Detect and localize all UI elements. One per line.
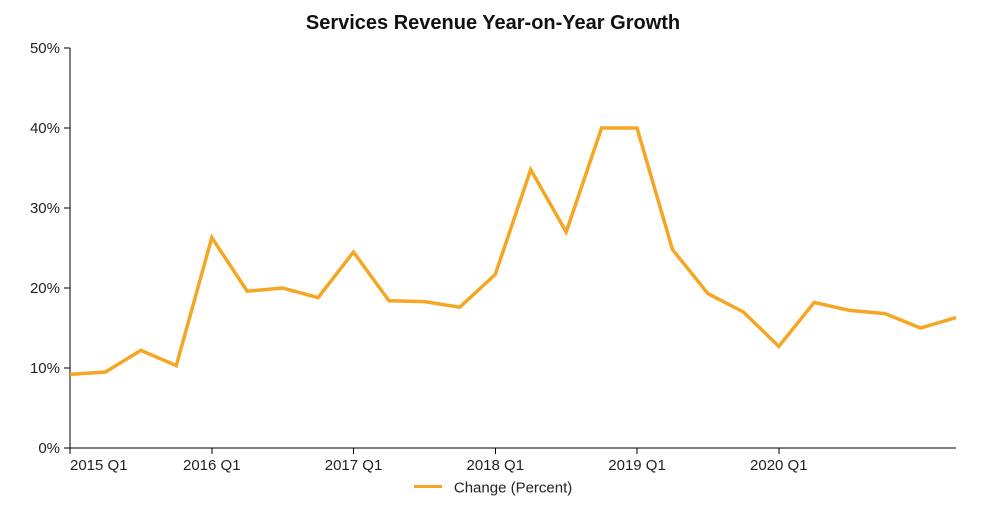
series-line-change-percent [70, 128, 956, 374]
x-tick-label: 2019 Q1 [608, 457, 666, 474]
y-tick-label: 40% [30, 120, 60, 137]
y-axis: 0% 10% 20% 30% 40% 50% [30, 40, 70, 457]
x-tick-label: 2016 Q1 [183, 457, 241, 474]
x-tick-label: 2020 Q1 [750, 457, 808, 474]
legend: Change (Percent) [0, 479, 986, 497]
y-tick-label: 20% [30, 280, 60, 297]
x-tick-label: 2017 Q1 [325, 457, 383, 474]
x-tick-label: 2015 Q1 [70, 457, 128, 474]
x-tick-label: 2018 Q1 [467, 457, 525, 474]
y-tick-label: 0% [38, 440, 60, 457]
x-axis: 2015 Q1 2016 Q1 2017 Q1 2018 Q1 2019 Q1 2020 … [70, 448, 956, 474]
plot-area: 0%10%20%30%40%50% 2015 Q12016 Q12017 Q12… [0, 0, 986, 509]
y-tick-label: 50% [30, 40, 60, 57]
chart-container: Services Revenue Year-on-Year Growth 0%1… [0, 0, 986, 509]
series-group [70, 128, 956, 374]
y-tick-label: 10% [30, 360, 60, 377]
legend-swatch [414, 485, 442, 488]
legend-label: Change (Percent) [454, 480, 572, 497]
y-tick-label: 30% [30, 200, 60, 217]
